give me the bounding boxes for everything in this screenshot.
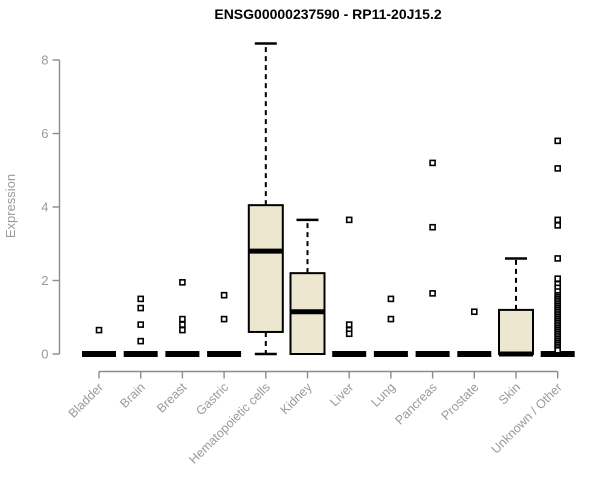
outlier-point (220, 315, 228, 323)
boxplot-layer (82, 42, 575, 357)
outlier-point (220, 291, 228, 299)
y-tick-label: 4 (41, 200, 48, 215)
outlier-point (179, 321, 186, 328)
box-group-hematopoietic-cells (247, 42, 284, 356)
y-tick-label: 2 (41, 273, 48, 288)
x-tick-label-breast: Breast (154, 380, 190, 416)
outlier-point (554, 347, 562, 354)
box-group-bladder (82, 326, 116, 357)
outlier-point (95, 326, 103, 334)
outlier-point (137, 337, 144, 345)
x-tick-label-hematopoietic-cells: Hematopoietic cells (186, 380, 273, 467)
outlier-point (179, 279, 186, 286)
y-axis-label: Expression (3, 174, 18, 238)
collapsed-box-bar (123, 351, 158, 357)
box-group-lung (373, 295, 408, 357)
box-group-breast (165, 279, 200, 357)
outlier-point (470, 308, 478, 316)
outlier-point (554, 137, 562, 145)
x-tick-label-lung: Lung (368, 380, 398, 410)
outlier-point (179, 315, 186, 323)
outlier-point (345, 216, 353, 224)
collapsed-box-bar (457, 351, 492, 357)
collapsed-box-bar (415, 351, 450, 357)
x-tick-label-liver: Liver (327, 380, 356, 409)
chart-title: ENSG00000237590 - RP11-20J15.2 (214, 6, 441, 22)
x-tick-label-kidney: Kidney (278, 380, 315, 417)
box-group-gastric (207, 291, 242, 357)
outlier-point (429, 159, 436, 167)
y-tick-label: 6 (41, 126, 48, 141)
collapsed-box-bar (207, 351, 242, 357)
box-group-prostate (457, 308, 492, 357)
outlier-point (387, 315, 395, 323)
outlier-point (429, 290, 436, 297)
collapsed-box-bar (82, 351, 116, 357)
outlier-point (137, 304, 144, 312)
box-group-kidney (289, 218, 326, 355)
collapsed-box-bar (373, 351, 408, 357)
outlier-point (179, 326, 186, 334)
iqr-box (247, 204, 284, 333)
box-group-unknown-other (540, 137, 575, 357)
x-tick-label-gastric: Gastric (193, 380, 231, 418)
x-tick-label-unknown-other: Unknown / Other (489, 380, 565, 456)
y-tick-label: 0 (41, 347, 48, 362)
outlier-point (137, 295, 144, 303)
x-tick-label-skin: Skin (496, 380, 523, 407)
collapsed-box-bar (540, 351, 575, 357)
box-group-liver (332, 216, 367, 357)
outlier-point (554, 165, 562, 172)
outlier-point (554, 275, 562, 282)
outlier-point (554, 222, 562, 229)
iqr-box (498, 308, 534, 355)
outlier-point (554, 255, 562, 262)
outlier-point (429, 223, 436, 231)
collapsed-box-bar (165, 351, 200, 357)
outlier-point (554, 216, 562, 224)
outlier-point (137, 321, 144, 328)
outlier-point (345, 321, 353, 328)
y-tick-label: 8 (41, 53, 48, 68)
x-tick-label-prostate: Prostate (439, 380, 482, 423)
box-group-brain (123, 295, 158, 357)
y-axis: 0 2 4 6 8 (41, 53, 61, 362)
x-tick-label-bladder: Bladder (66, 380, 106, 420)
outlier-point (345, 330, 353, 338)
x-tick-label-brain: Brain (117, 380, 148, 411)
outlier-point (387, 295, 395, 303)
box-group-skin (498, 257, 534, 357)
collapsed-box-bar (332, 351, 367, 357)
box-group-pancreas (415, 159, 450, 357)
x-tick-label-pancreas: Pancreas (392, 380, 439, 427)
